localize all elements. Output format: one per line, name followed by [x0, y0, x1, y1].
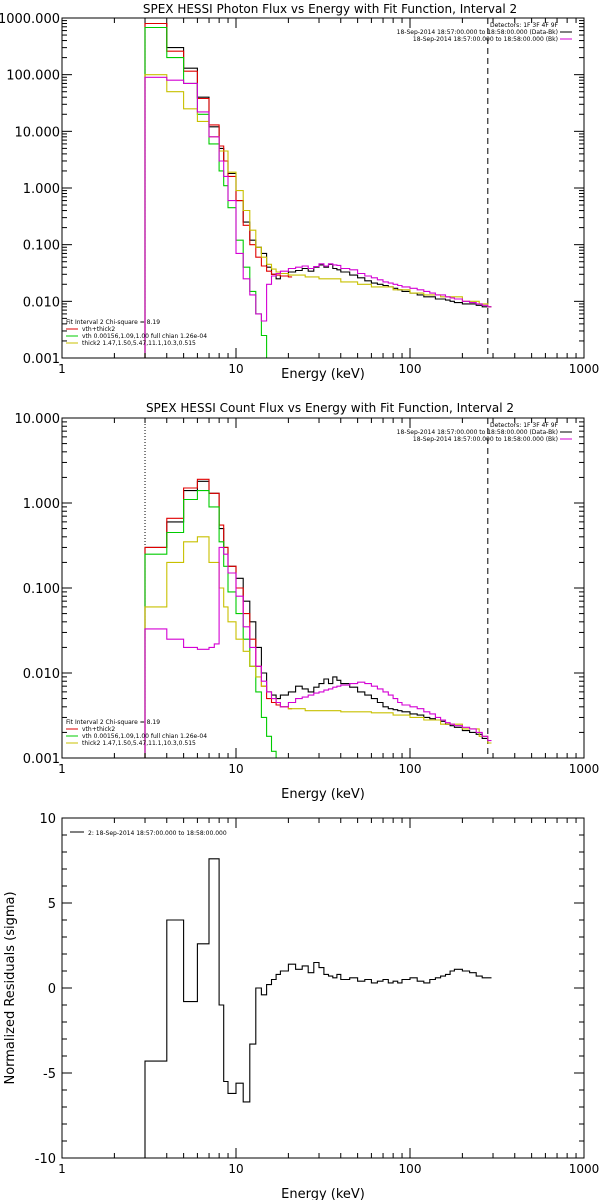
legend-entry: vth+thick2 — [82, 726, 115, 733]
fit-interval-label: Fit Interval 2 Chi-square = 8.19 — [66, 319, 160, 326]
y-tick-label: 10 — [39, 812, 56, 827]
plot-frame — [61, 17, 585, 359]
y-tick-label: 0.001 — [23, 352, 60, 367]
y-tick-label: 0 — [48, 982, 56, 997]
series-line — [144, 74, 492, 358]
x-tick-label: 1 — [58, 1162, 66, 1176]
photon-flux-title: SPEX HESSI Photon Flux vs Energy with Fi… — [143, 2, 517, 16]
x-tick-label: 1 — [58, 362, 66, 376]
x-tick-label: 100 — [399, 362, 422, 376]
y-tick-label: 0.010 — [23, 295, 60, 310]
x-axis-label: Energy (keV) — [281, 367, 365, 382]
x-axis-label: Energy (keV) — [281, 1187, 365, 1200]
fit-interval-label: Fit Interval 2 Chi-square = 8.19 — [66, 719, 160, 726]
y-tick-label: 1.000 — [23, 182, 60, 197]
residuals-panel: 1 10 100 1000 -10 -5 0 5 10 Energy (keV) Normali… — [3, 812, 599, 1200]
legend-entry: 18-Sep-2014 18:57:00.000 to 18:58:00.000… — [397, 29, 558, 36]
photon-flux-panel: SPEX HESSI Photon Flux vs Energy with Fi… — [0, 2, 599, 382]
y-tick-label: 0.100 — [23, 582, 60, 597]
series-line — [144, 858, 492, 1158]
x-tick-label: 10 — [228, 762, 243, 776]
y-tick-label: 100.000 — [6, 69, 60, 84]
x-tick-label: 10 — [228, 362, 243, 376]
legend-entry: Detectors: 1F 3F 4F 9F — [490, 22, 559, 29]
legend-entry: Detectors: 1F 3F 4F 9F — [490, 422, 559, 429]
legend-entry: thick2 1.47,1.50,5.47,11.1,10.3,0.515 — [82, 740, 196, 747]
legend-entry: vth 0.00156,1.09,1.00 full chian 1.26e-0… — [82, 733, 207, 740]
y-tick-label: 0.001 — [23, 752, 60, 767]
series-line — [144, 76, 492, 358]
count-flux-panel: SPEX HESSI Count Flux vs Energy with Fit… — [15, 401, 600, 802]
series-line — [144, 480, 492, 758]
y-tick-label: 0.100 — [23, 239, 60, 254]
x-tick-label: 100 — [399, 1162, 422, 1176]
x-tick-label: 1000 — [569, 362, 600, 376]
y-tick-label: 10.000 — [15, 412, 61, 427]
series-line — [144, 490, 289, 759]
legend-entry: 18-Sep-2014 18:57:00.000 to 18:58:00.000… — [413, 436, 558, 443]
series-line — [144, 546, 492, 758]
y-tick-label: 10.000 — [15, 125, 61, 140]
y-tick-label: -10 — [35, 1152, 56, 1167]
y-axis-label: Normalized Residuals (sigma) — [3, 891, 18, 1084]
y-tick-label: 0.010 — [23, 667, 60, 682]
y-tick-label: 5 — [48, 897, 56, 912]
legend-entry: 2: 18-Sep-2014 18:57:00.000 to 18:58:00.… — [88, 830, 227, 837]
legend-entry: vth 0.00156,1.09,1.00 full chian 1.26e-0… — [82, 333, 207, 340]
y-tick-label: -5 — [43, 1067, 56, 1082]
legend-entry: 18-Sep-2014 18:57:00.000 to 18:58:00.000… — [397, 429, 558, 436]
x-axis-label: Energy (keV) — [281, 787, 365, 802]
plot-frame — [61, 417, 585, 759]
x-tick-label: 10 — [228, 1162, 243, 1176]
x-tick-label: 100 — [399, 762, 422, 776]
series-line — [144, 478, 293, 758]
legend-entry: 18-Sep-2014 18:57:00.000 to 18:58:00.000… — [413, 36, 558, 43]
x-tick-label: 1000 — [569, 1162, 600, 1176]
plot-frame — [61, 817, 585, 1159]
legend-entry: vth+thick2 — [82, 326, 115, 333]
legend-entry: thick2 1.47,1.50,5.47,11.1,10.3,0.515 — [82, 340, 196, 347]
series-line — [144, 22, 293, 358]
x-tick-label: 1000 — [569, 762, 600, 776]
count-flux-title: SPEX HESSI Count Flux vs Energy with Fit… — [146, 401, 514, 415]
y-tick-label: 1000.000 — [0, 12, 60, 27]
y-tick-label: 1.000 — [23, 497, 60, 512]
x-tick-label: 1 — [58, 762, 66, 776]
